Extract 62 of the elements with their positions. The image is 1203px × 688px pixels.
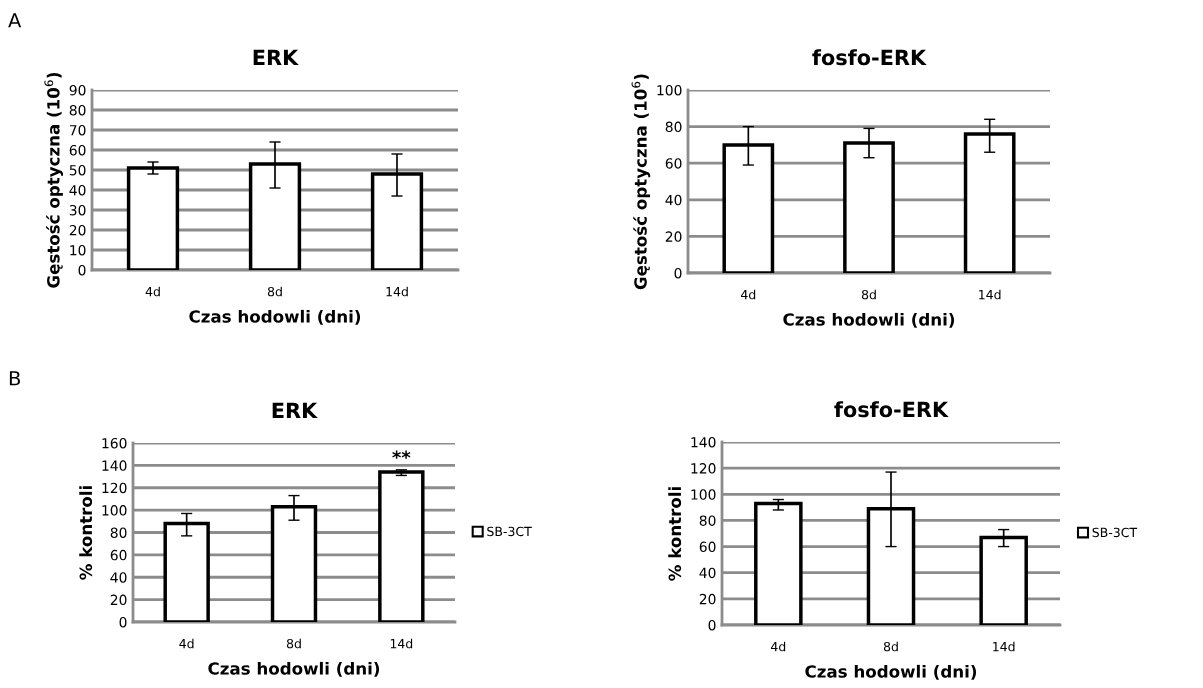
y-tick-label: 20	[110, 594, 127, 606]
y-tick-label: 60	[69, 144, 86, 156]
text: A	[8, 13, 22, 28]
legend-label: SB-3CT	[487, 526, 532, 537]
y-tick-label: 10	[70, 244, 86, 256]
x-tick-label: 14d	[993, 641, 1015, 652]
y-tick-label: 40	[69, 184, 86, 196]
x-tick-label: 14d	[386, 286, 408, 297]
y-axis-title: % kontroli	[668, 487, 682, 581]
y-tick-label: 20	[69, 224, 86, 236]
chart-title: fosfo-ERK	[834, 401, 949, 418]
y-tick-label: 80	[665, 121, 682, 133]
text: B	[9, 371, 20, 386]
y-axis-title: Gęstość optyczna (10$^{6}$)	[631, 74, 651, 290]
y-tick-label: 160	[102, 437, 127, 449]
x-tick-label: 4d	[145, 286, 160, 297]
chart-title: ERK	[253, 49, 299, 65]
y-tick-label: 40	[110, 572, 127, 583]
y-tick-label: 80	[699, 515, 716, 526]
x-tick-label: 4d	[771, 641, 786, 652]
y-tick-label: 120	[102, 482, 127, 494]
chart-title: fosfo-ERK	[812, 49, 927, 66]
y-tick-label: 60	[665, 158, 682, 169]
y-tick-label: 100	[691, 489, 716, 500]
x-axis-title: Czas hodowli (dni)	[783, 312, 955, 328]
y-tick-label: 0	[674, 267, 682, 279]
x-tick-label: 14d	[390, 638, 413, 649]
y-tick-label: 60	[110, 549, 127, 561]
y-tick-label: 40	[699, 567, 716, 579]
y-tick-label: 0	[78, 264, 86, 276]
x-axis-title: Czas hodowli (dni)	[805, 664, 977, 680]
y-tick-label: 140	[691, 436, 716, 448]
legend-label: SB-3CT	[1092, 527, 1138, 538]
x-axis-title: Czas hodowli (dni)	[189, 309, 361, 325]
x-tick-label: 14d	[979, 289, 1001, 300]
y-tick-label: 40	[665, 194, 682, 206]
y-axis-title: % kontroli	[79, 486, 93, 580]
y-tick-label: 50	[69, 164, 86, 176]
y-tick-label: 80	[110, 527, 127, 538]
y-tick-label: 100	[657, 84, 682, 96]
y-axis-title: Gęstość optyczna (10$^{6}$)	[44, 72, 64, 288]
y-tick-label: 90	[69, 84, 86, 96]
x-axis-title: Czas hodowli (dni)	[208, 661, 380, 677]
x-tick-label: 8d	[883, 641, 898, 652]
y-tick-label: 120	[691, 463, 716, 474]
x-tick-label: 4d	[179, 638, 194, 649]
y-tick-label: 0	[708, 619, 716, 631]
annotation: **	[392, 450, 411, 459]
chart-title: ERK	[272, 402, 318, 418]
x-tick-label: 8d	[267, 286, 282, 297]
y-tick-label: 70	[69, 124, 86, 136]
x-tick-label: 8d	[861, 289, 876, 300]
y-tick-label: 0	[119, 616, 127, 628]
y-tick-label: 100	[102, 505, 127, 516]
y-tick-label: 140	[102, 460, 127, 471]
y-tick-label: 20	[665, 231, 682, 242]
y-tick-label: 30	[69, 204, 86, 216]
x-tick-label: 4d	[741, 289, 756, 300]
y-tick-label: 60	[699, 541, 716, 553]
y-tick-label: 80	[69, 104, 86, 116]
x-tick-label: 8d	[286, 638, 301, 649]
y-tick-label: 20	[699, 593, 716, 605]
